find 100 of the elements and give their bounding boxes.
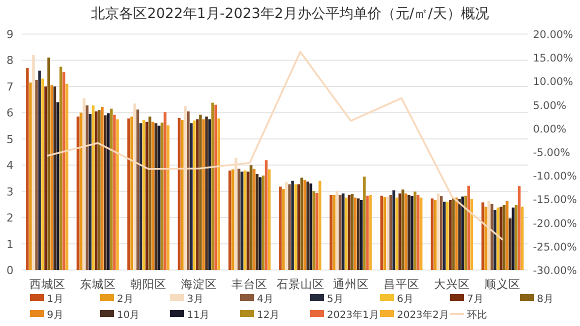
bar <box>202 119 205 270</box>
legend-label: 8月 <box>537 294 554 305</box>
x-tick-label: 西城区 <box>29 277 66 291</box>
bar <box>130 116 134 270</box>
bar <box>342 193 345 270</box>
y2-tick-label: -10.00% <box>533 170 577 183</box>
bar <box>336 190 338 270</box>
bar <box>402 190 404 270</box>
y-tick-label: 9 <box>6 28 14 41</box>
bar <box>436 193 440 270</box>
x-tick-label: 大兴区 <box>434 277 470 291</box>
y-tick-label: 8 <box>6 54 14 68</box>
bar <box>294 184 297 270</box>
bar <box>508 218 512 270</box>
bar <box>520 206 524 270</box>
bar <box>383 197 386 270</box>
bar <box>250 165 252 270</box>
bar <box>434 200 437 270</box>
bar <box>354 198 357 270</box>
bar <box>268 169 271 270</box>
x-tick-label: 海淀区 <box>181 277 218 291</box>
bar <box>47 58 50 270</box>
bar <box>104 115 107 270</box>
bar <box>416 195 420 270</box>
bar <box>446 202 449 270</box>
y-tick-label: 0 <box>6 264 14 277</box>
y2-tick-label: -30.00% <box>533 265 577 277</box>
bar <box>452 198 455 270</box>
bar <box>164 112 166 270</box>
bar <box>92 105 95 270</box>
bar <box>152 122 154 270</box>
bar <box>231 169 234 270</box>
bar <box>127 118 130 270</box>
x-tick-label: 朝阳区 <box>130 277 166 291</box>
bar <box>214 104 218 270</box>
bar <box>38 70 41 270</box>
bar <box>228 170 232 270</box>
bar <box>98 110 101 270</box>
bar <box>258 177 262 270</box>
bar <box>330 195 332 270</box>
x-tick-label: 丰台区 <box>232 277 268 291</box>
bar <box>196 119 199 270</box>
y2-tick-label: 15.00% <box>533 52 574 65</box>
bar <box>154 123 158 270</box>
bar <box>344 198 348 270</box>
bar <box>56 102 60 270</box>
bar <box>240 172 244 270</box>
bar <box>350 194 354 270</box>
bar <box>369 195 372 270</box>
bar <box>430 198 434 270</box>
y-tick-label: 6 <box>6 106 14 120</box>
legend-label: 环比 <box>467 309 487 321</box>
legend-label: 6月 <box>397 294 414 305</box>
y-tick-label: 7 <box>6 80 14 94</box>
bar <box>116 119 119 270</box>
bar <box>193 120 196 270</box>
bar <box>518 186 521 270</box>
bar <box>35 80 38 270</box>
bar <box>26 68 29 270</box>
bar <box>88 114 92 270</box>
y-tick-label: 4 <box>6 159 14 172</box>
bar <box>404 193 408 270</box>
legend-label: 11月 <box>187 310 210 321</box>
legend-label: 3月 <box>187 294 204 305</box>
bar <box>288 184 291 270</box>
y-tick-label: 2 <box>6 212 14 225</box>
bar <box>309 183 312 270</box>
bar <box>506 201 508 270</box>
legend-label: 9月 <box>47 310 64 321</box>
bar <box>442 202 446 270</box>
bar <box>113 114 116 270</box>
x-tick-label: 通州区 <box>332 277 369 291</box>
bar <box>395 198 398 270</box>
y-tick-label: 3 <box>6 185 14 198</box>
bar <box>440 196 443 270</box>
bar <box>449 200 452 270</box>
bar <box>500 206 502 270</box>
bar <box>246 172 250 270</box>
legend-label: 4月 <box>257 294 274 305</box>
x-tick-label: 石景山区 <box>276 277 324 291</box>
bar <box>332 195 336 270</box>
bar <box>494 210 496 270</box>
bar <box>264 160 268 270</box>
bar <box>312 191 316 270</box>
bar <box>356 198 360 270</box>
bar <box>107 113 110 270</box>
bar <box>262 176 265 270</box>
legend-label: 2023年1月 <box>327 309 379 321</box>
bar <box>315 192 318 270</box>
y2-tick-label: 5.00% <box>533 100 566 112</box>
bar <box>139 123 142 270</box>
bar <box>455 198 458 270</box>
bar <box>29 82 32 270</box>
bar <box>303 180 306 270</box>
bar <box>59 66 62 270</box>
y-tick-label: 5 <box>6 132 14 146</box>
bar <box>285 182 288 270</box>
bar <box>502 204 506 270</box>
y2-tick-label: -15.00% <box>533 194 577 206</box>
chart-title: 北京各区2022年1月-2023年2月办公平均单价（元/㎡/天）概况 <box>91 6 489 22</box>
